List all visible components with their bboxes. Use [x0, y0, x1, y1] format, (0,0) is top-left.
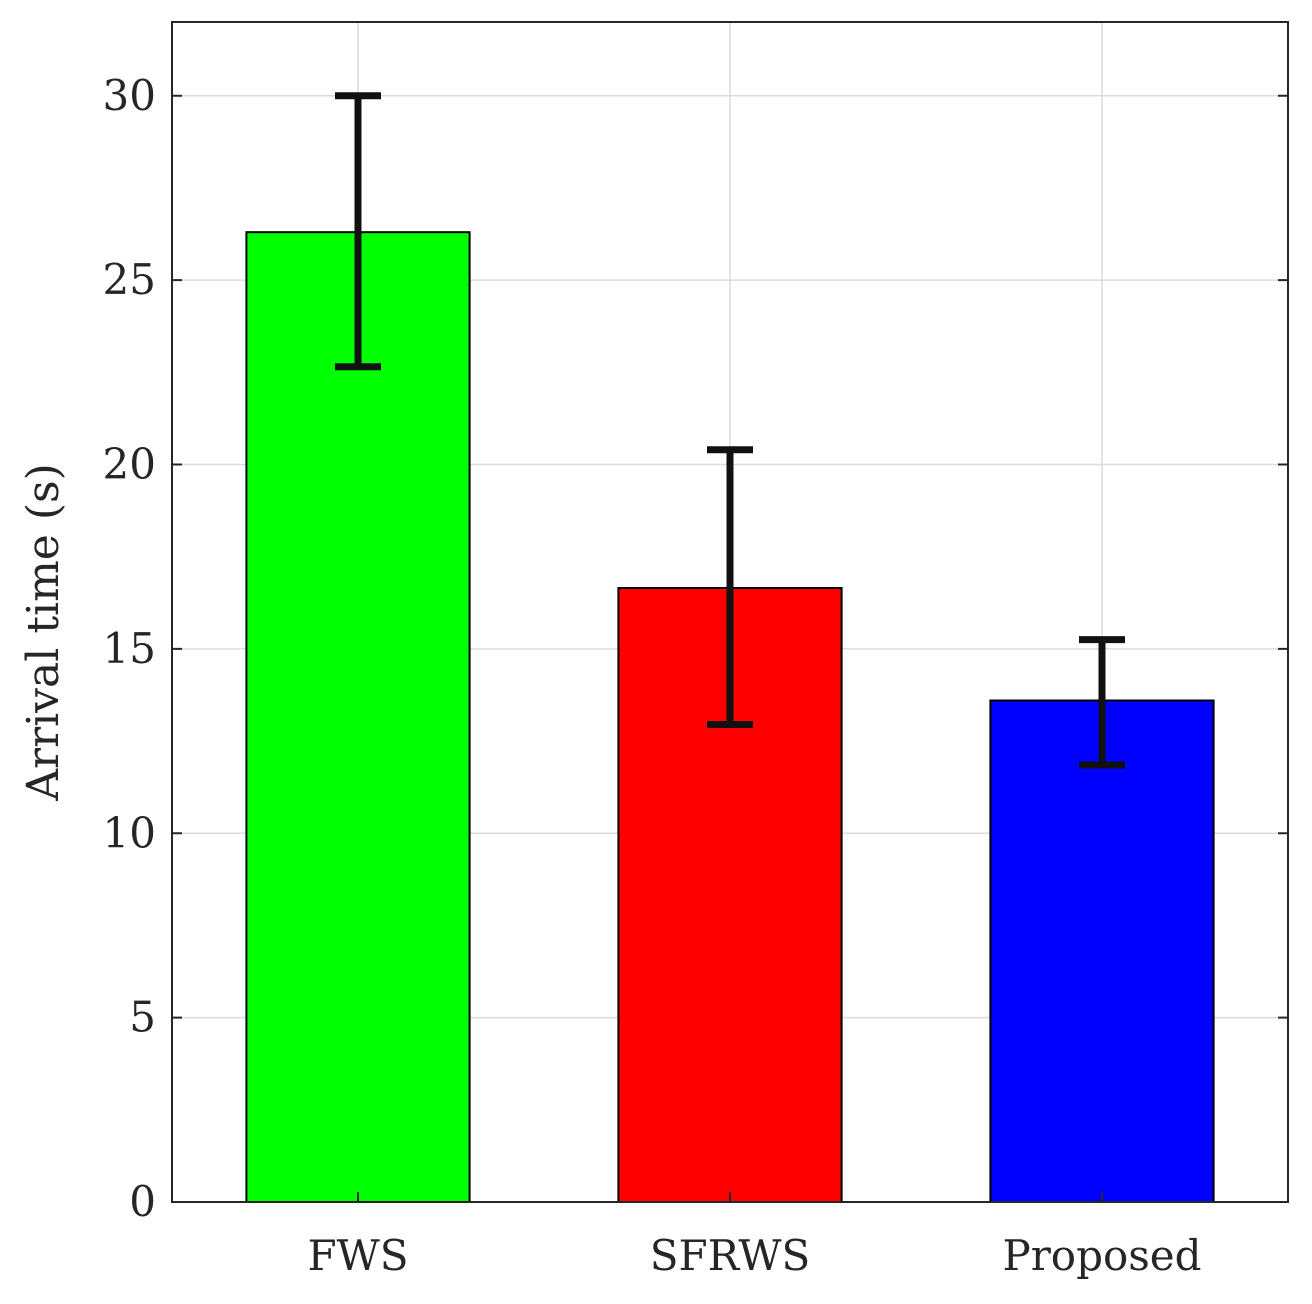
- bar-proposed: [989, 699, 1215, 1203]
- y-axis-label: Arrival time (s): [18, 463, 69, 801]
- y-tick-label-5: 5: [129, 993, 156, 1042]
- error-bar-proposed: [1079, 636, 1125, 769]
- y-tick-label-15: 15: [103, 624, 156, 673]
- error-bar-fws: [335, 92, 381, 371]
- x-tick-label-sfrws: SFRWS: [650, 1231, 811, 1280]
- y-tick-label-10: 10: [103, 808, 156, 857]
- x-tick-label-fws: FWS: [307, 1231, 408, 1280]
- y-tick-label-20: 20: [103, 440, 156, 489]
- y-tick-label-0: 0: [129, 1177, 156, 1226]
- bar-fws: [245, 231, 471, 1203]
- error-bars: [335, 92, 1125, 769]
- x-tick-labels: FWS SFRWS Proposed: [307, 1192, 1202, 1280]
- y-tick-labels: 0 5 10 15 20 25 30: [103, 71, 1288, 1226]
- x-tick-label-proposed: Proposed: [1002, 1231, 1201, 1280]
- y-tick-label-25: 25: [103, 255, 156, 304]
- y-tick-label-30: 30: [103, 71, 156, 120]
- error-bar-sfrws: [707, 446, 753, 728]
